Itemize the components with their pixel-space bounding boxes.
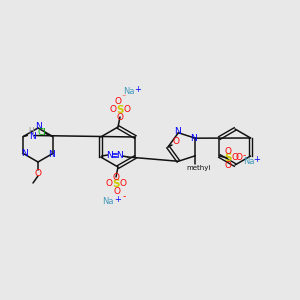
Text: O: O — [225, 160, 232, 169]
Text: H: H — [28, 128, 34, 136]
Text: N: N — [174, 127, 181, 136]
Text: ⁻: ⁻ — [122, 92, 126, 101]
Text: Na: Na — [123, 88, 135, 97]
Text: N: N — [190, 134, 196, 143]
Text: Cl: Cl — [37, 128, 46, 137]
Text: Na: Na — [243, 158, 254, 166]
Text: S: S — [225, 153, 232, 163]
Text: O: O — [106, 179, 112, 188]
Text: O: O — [124, 106, 130, 115]
Text: O: O — [116, 112, 124, 122]
Text: -: - — [122, 193, 126, 202]
Text: N: N — [116, 151, 123, 160]
Text: N: N — [29, 132, 36, 141]
Text: N: N — [106, 151, 113, 160]
Text: O: O — [115, 98, 122, 106]
Text: O: O — [34, 169, 41, 178]
Text: +: + — [115, 194, 122, 203]
Text: O: O — [232, 154, 239, 163]
Text: N: N — [34, 122, 41, 131]
Text: O: O — [119, 179, 127, 188]
Text: methyl: methyl — [186, 165, 210, 171]
Text: +: + — [135, 85, 141, 94]
Text: N: N — [21, 149, 28, 158]
Text: S: S — [116, 105, 124, 115]
Text: O: O — [113, 188, 121, 196]
Text: +: + — [253, 154, 260, 164]
Text: Na: Na — [102, 196, 114, 206]
Text: S: S — [112, 179, 120, 189]
Text: O: O — [236, 154, 243, 163]
Text: -: - — [243, 152, 246, 160]
Text: O: O — [110, 106, 116, 115]
Text: O: O — [225, 146, 232, 155]
Text: N: N — [48, 150, 55, 159]
Text: O: O — [172, 137, 179, 146]
Text: O: O — [112, 172, 119, 182]
